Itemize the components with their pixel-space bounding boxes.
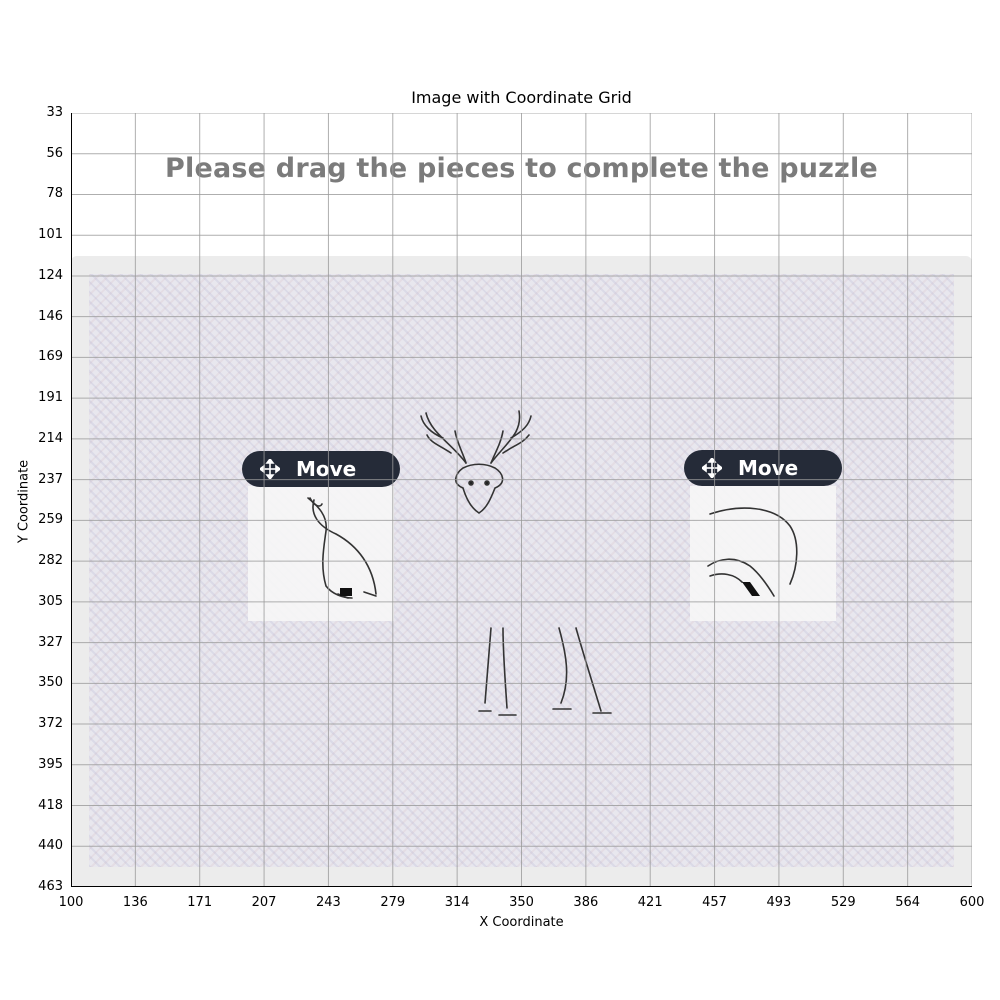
x-tick-label: 600 <box>959 895 985 910</box>
puzzle-piece-2[interactable] <box>690 486 836 621</box>
x-tick-label: 493 <box>766 895 792 910</box>
y-tick-label: 78 <box>46 186 63 202</box>
move-arrows-icon <box>702 458 722 478</box>
y-tick-label: 463 <box>38 879 63 894</box>
x-tick-label: 314 <box>444 895 470 910</box>
y-tick-label: 305 <box>38 593 63 609</box>
y-tick-label: 327 <box>38 634 63 650</box>
y-tick-label: 191 <box>38 390 63 406</box>
x-axis-label: X Coordinate <box>479 915 564 930</box>
y-tick-label: 259 <box>38 512 63 528</box>
figure-title: Image with Coordinate Grid <box>411 88 632 107</box>
y-tick-label: 395 <box>38 756 63 772</box>
y-tick-label: 124 <box>38 267 63 283</box>
x-tick-label: 457 <box>702 895 727 910</box>
piece-1-artwork <box>307 497 377 599</box>
x-tick-label: 171 <box>187 895 213 910</box>
y-tick-label: 169 <box>38 349 63 365</box>
x-tick-label: 529 <box>830 895 856 910</box>
y-tick-label: 440 <box>38 838 63 854</box>
y-tick-label: 146 <box>38 308 63 324</box>
x-tick-label: 243 <box>316 895 341 910</box>
y-tick-label: 33 <box>46 105 63 120</box>
y-tick-label: 56 <box>46 145 63 161</box>
deer-illustration <box>420 410 612 716</box>
captcha-canvas: Please drag the pieces to complete the p… <box>71 113 972 887</box>
y-tick-label: 101 <box>38 227 63 243</box>
puzzle-piece-1[interactable] <box>248 486 394 621</box>
piece-2-artwork <box>707 507 798 597</box>
x-tick-label: 564 <box>895 895 921 910</box>
y-tick-label: 282 <box>38 553 63 569</box>
y-tick-label: 214 <box>38 430 63 446</box>
x-tick-label: 421 <box>637 895 663 910</box>
x-tick-label: 100 <box>58 895 84 910</box>
x-tick-label: 279 <box>380 895 406 910</box>
move-button-2[interactable]: Move <box>684 450 842 486</box>
y-tick-label: 372 <box>38 716 63 732</box>
move-button-1[interactable]: Move <box>242 451 400 487</box>
y-tick-label: 350 <box>38 675 63 691</box>
x-tick-label: 350 <box>509 895 534 910</box>
move-button-1-label: Move <box>296 457 357 481</box>
x-tick-label: 136 <box>122 895 148 910</box>
move-arrows-icon <box>260 459 280 479</box>
y-tick-label: 237 <box>38 471 63 487</box>
x-tick-label: 386 <box>573 895 599 910</box>
y-tick-label: 418 <box>38 797 63 813</box>
y-axis-label: Y Coordinate <box>16 459 32 544</box>
move-button-2-label: Move <box>738 456 799 480</box>
x-tick-label: 207 <box>251 895 277 910</box>
